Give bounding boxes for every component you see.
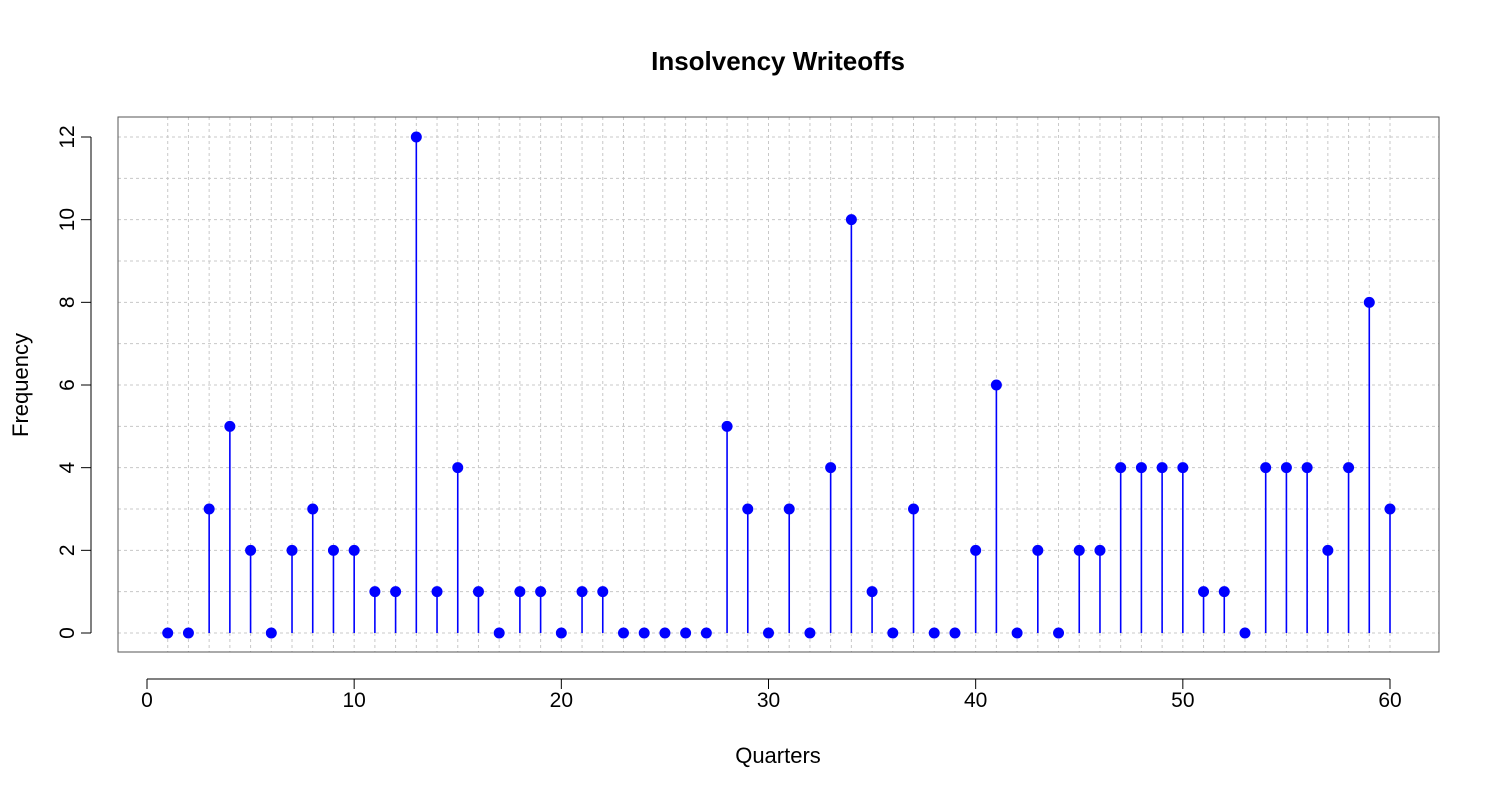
data-point <box>1135 462 1147 474</box>
data-point <box>162 627 174 639</box>
x-axis-label: Quarters <box>735 743 821 768</box>
data-point <box>245 544 257 556</box>
data-point <box>638 627 650 639</box>
data-point <box>597 586 609 598</box>
data-point <box>1260 462 1272 474</box>
data-point <box>825 462 837 474</box>
data-point <box>265 627 277 639</box>
x-tick-label: 50 <box>1171 689 1194 712</box>
y-tick-label: 12 <box>56 125 79 148</box>
data-point <box>472 586 484 598</box>
data-point <box>908 503 920 515</box>
x-tick-label: 20 <box>550 689 573 712</box>
data-point <box>949 627 961 639</box>
data-point <box>763 627 774 639</box>
data-point <box>1343 462 1355 474</box>
data-point <box>1301 462 1313 474</box>
data-point <box>1156 462 1168 474</box>
data-point <box>700 627 712 639</box>
grid <box>118 117 1439 652</box>
data-point <box>1363 296 1375 308</box>
data-point <box>866 586 878 598</box>
data-point <box>659 627 671 639</box>
data-point <box>1177 462 1189 474</box>
y-tick-label: 10 <box>56 208 79 231</box>
data-point <box>182 627 194 639</box>
data-point <box>1115 462 1127 474</box>
data-point <box>1011 627 1023 639</box>
data-point <box>990 379 1002 391</box>
y-tick-label: 8 <box>56 296 79 308</box>
data-point <box>493 627 505 639</box>
x-tick-label: 0 <box>141 689 153 712</box>
data-point <box>1384 503 1396 515</box>
chart-title: Insolvency Writeoffs <box>651 46 905 76</box>
data-point <box>680 627 692 639</box>
data-point <box>617 627 629 639</box>
data-point <box>845 214 857 226</box>
data-point <box>970 544 982 556</box>
y-tick-label: 0 <box>56 627 79 639</box>
data-point <box>431 586 443 598</box>
data-point <box>203 503 215 515</box>
x-tick-label: 30 <box>757 689 780 712</box>
data-point <box>1218 586 1230 598</box>
data-point <box>1073 544 1085 556</box>
series-writeoffs <box>162 131 1396 639</box>
data-point <box>369 586 381 598</box>
data-point <box>224 420 236 432</box>
x-tick-label: 10 <box>342 689 365 712</box>
data-point <box>452 462 464 474</box>
data-point <box>576 586 588 598</box>
data-point <box>348 544 360 556</box>
y-tick-label: 4 <box>56 462 79 474</box>
data-point <box>410 131 422 143</box>
data-point <box>1032 544 1044 556</box>
x-tick-label: 60 <box>1378 689 1401 712</box>
x-tick-label: 40 <box>964 689 987 712</box>
data-point <box>928 627 940 639</box>
y-tick-label: 6 <box>56 379 79 391</box>
data-point <box>1280 462 1292 474</box>
data-point <box>555 627 567 639</box>
data-point <box>783 503 795 515</box>
data-point <box>804 627 816 639</box>
data-point <box>1322 544 1334 556</box>
data-point <box>721 420 733 432</box>
data-point <box>887 627 899 639</box>
axes: 0 10 20 30 40 50 60 0 2 4 6 8 10 12 <box>56 125 1402 712</box>
data-point <box>1053 627 1065 639</box>
y-axis-label: Frequency <box>8 333 33 437</box>
data-point <box>286 544 298 556</box>
plot-frame <box>117 116 1440 653</box>
data-point <box>535 586 547 598</box>
data-point <box>1239 627 1251 639</box>
data-point <box>1198 586 1210 598</box>
data-point <box>742 503 754 515</box>
data-point <box>514 586 526 598</box>
data-point <box>307 503 319 515</box>
data-point <box>1094 544 1106 556</box>
data-point <box>390 586 402 598</box>
data-point <box>327 544 339 556</box>
y-tick-label: 2 <box>56 544 79 556</box>
